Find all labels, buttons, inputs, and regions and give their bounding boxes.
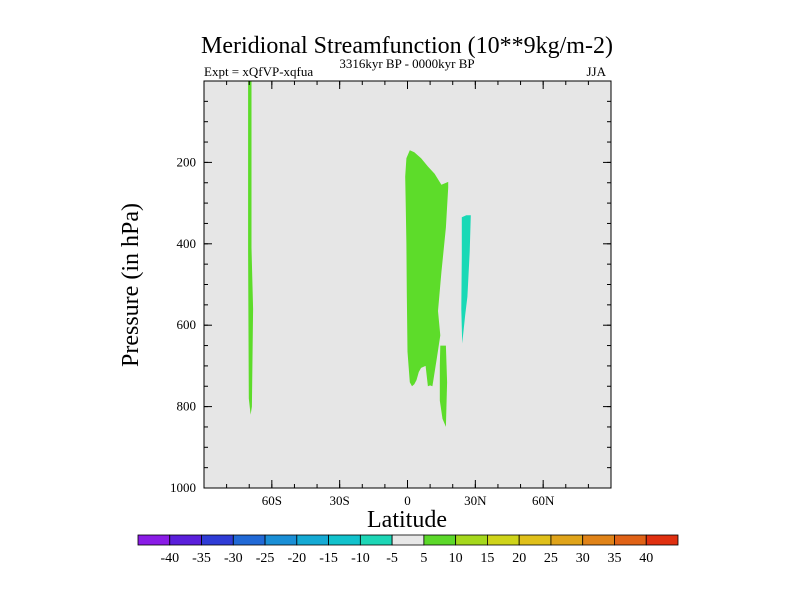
contour-region-equatorial-cell-upper	[405, 150, 449, 387]
axis-ticks: 60S 30S 0 30N 60N 200 400 600 800 1000	[170, 81, 611, 508]
colorbar-label: 15	[480, 551, 494, 566]
colorbar-swatch	[487, 534, 520, 546]
experiment-label: Expt = xQfVP-xqfua	[204, 64, 313, 79]
contour-region-equatorial-cell-lower	[439, 345, 448, 427]
colorbar-swatch	[645, 534, 679, 546]
x-tick-label: 0	[404, 493, 411, 508]
colorbar-swatch	[169, 534, 202, 546]
colorbar-swatch	[582, 534, 615, 546]
y-tick-label: 400	[177, 236, 197, 251]
colorbar-label: -20	[287, 551, 306, 566]
colorbar-label: 40	[639, 551, 653, 566]
chart-title: Meridional Streamfunction (10**9kg/m-2)	[201, 33, 613, 59]
colorbar-swatch	[518, 534, 552, 546]
colorbar-swatch	[455, 534, 488, 546]
colorbar-label: 20	[512, 551, 526, 566]
colorbar-label: -15	[319, 551, 338, 566]
colorbar-label: -25	[256, 551, 275, 566]
y-tick-label: 600	[177, 317, 197, 332]
x-axis-label: Latitude	[367, 507, 447, 533]
colorbar-label: -30	[224, 551, 243, 566]
x-tick-label: 60N	[532, 493, 555, 508]
y-tick-label: 800	[177, 399, 197, 414]
contour-regions	[248, 81, 471, 427]
colorbar-swatch	[328, 534, 361, 546]
colorbar-swatch	[137, 534, 171, 546]
colorbar-swatch	[550, 534, 584, 546]
y-tick-label: 1000	[170, 480, 196, 495]
colorbar: -40 -35 -30 -25 -20 -15 -10 -5 5 10 15 20 25 30 35 40	[137, 534, 679, 566]
y-tick-label: 200	[177, 154, 197, 169]
colorbar-swatch	[391, 534, 425, 546]
colorbar-swatch	[359, 534, 393, 546]
colorbar-swatch	[614, 534, 647, 546]
colorbar-label: 25	[544, 551, 558, 566]
colorbar-label: -35	[192, 551, 211, 566]
y-axis-label: Pressure (in hPa)	[118, 203, 144, 367]
x-tick-label: 30N	[464, 493, 487, 508]
colorbar-swatch	[232, 534, 266, 546]
colorbar-label: -5	[386, 551, 398, 566]
colorbar-label: 10	[449, 551, 463, 566]
colorbar-label: 5	[420, 551, 427, 566]
colorbar-swatch	[296, 534, 329, 546]
colorbar-swatch	[264, 534, 298, 546]
x-tick-label: 30S	[330, 493, 350, 508]
season-label: JJA	[586, 64, 606, 79]
colorbar-swatch	[423, 534, 457, 546]
time-range-label: 3316kyr BP - 0000kyr BP	[339, 56, 474, 71]
colorbar-label: -40	[160, 551, 179, 566]
contour-region-northern-cell	[461, 215, 471, 344]
colorbar-label: -10	[351, 551, 370, 566]
colorbar-label: 30	[576, 551, 590, 566]
colorbar-label: 35	[608, 551, 622, 566]
colorbar-swatch	[201, 534, 234, 546]
x-tick-label: 60S	[262, 493, 282, 508]
contour-region-thin-band-60s	[248, 81, 254, 415]
